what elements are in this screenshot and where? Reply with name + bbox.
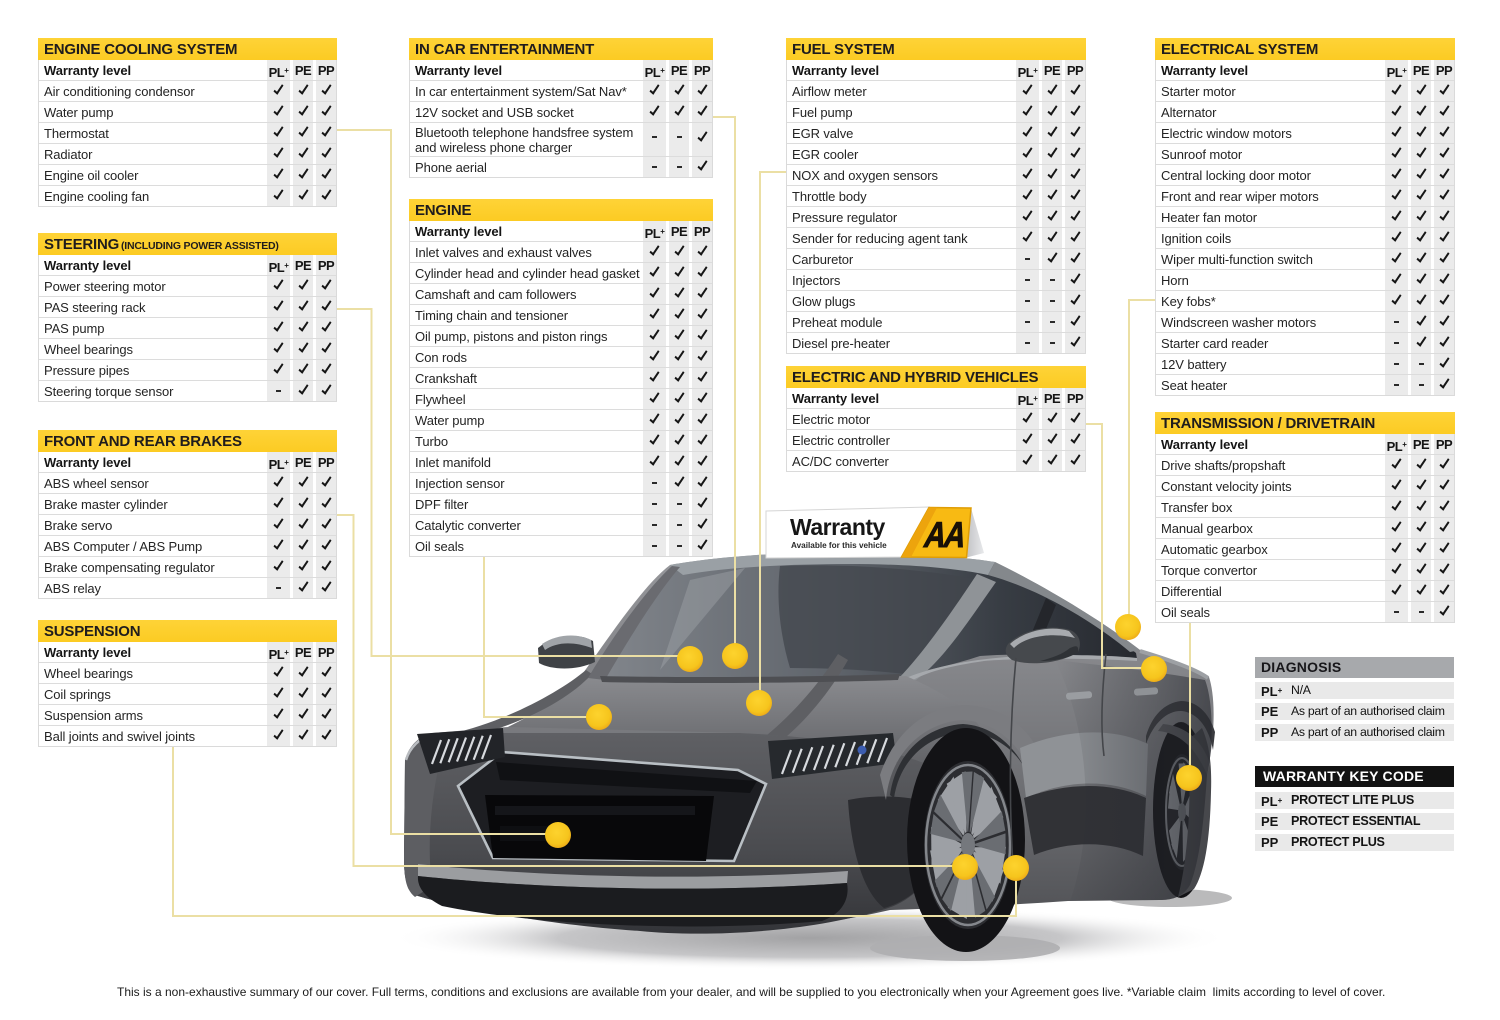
svg-text:Warranty: Warranty	[790, 514, 886, 540]
svg-text:Available for this vehicle: Available for this vehicle	[791, 541, 887, 550]
